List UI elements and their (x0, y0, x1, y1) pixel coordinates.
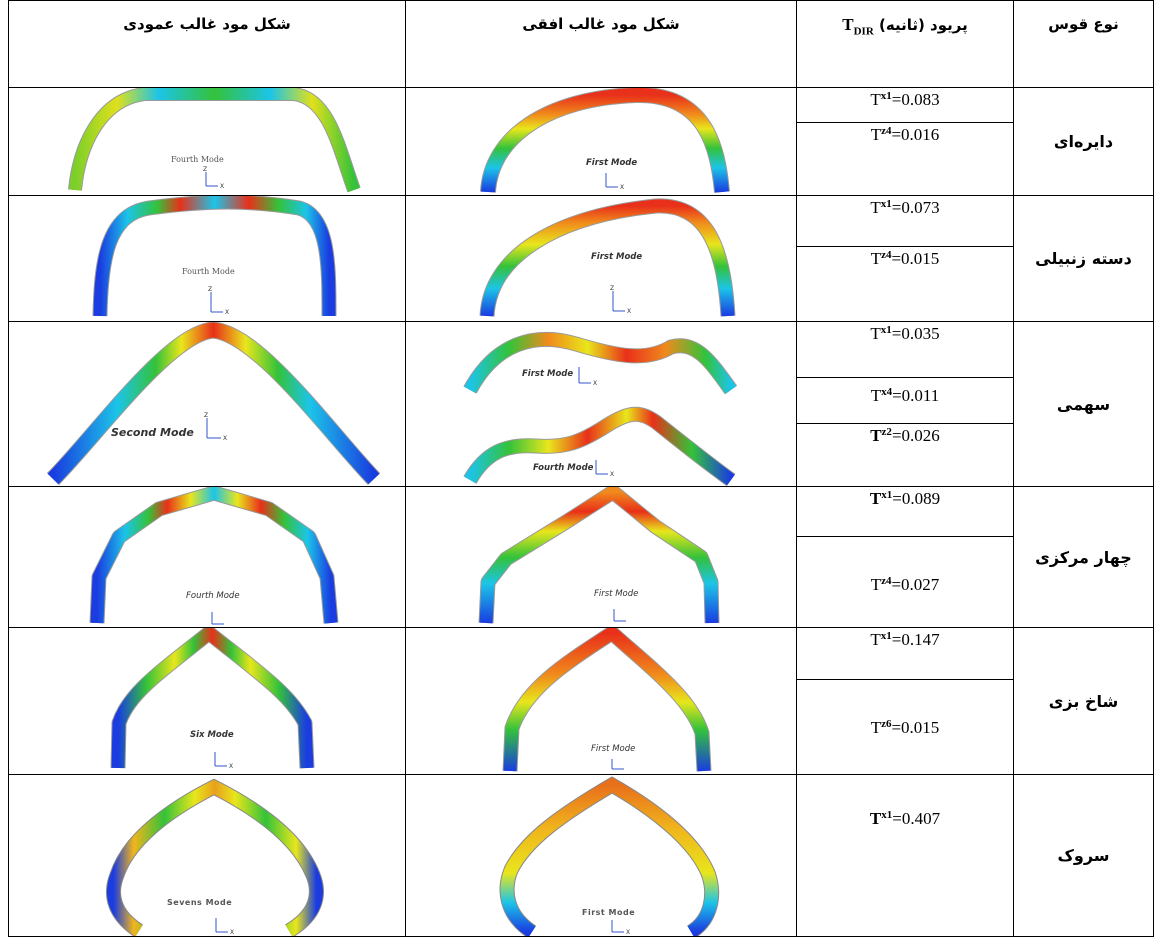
horizontal-mode-cell: First Mode X Fourth Mode X (405, 321, 797, 487)
vertical-mode-shape: Second Mode Z X (46, 322, 381, 485)
mode-label: First Mode (594, 589, 638, 599)
header-arch-type: نوع قوس (1013, 0, 1154, 88)
svg-text:X: X (229, 763, 233, 770)
horizontal-mode-cell: First Mode (405, 627, 797, 775)
svg-text:X: X (620, 184, 624, 191)
mode-label: Second Mode (111, 426, 194, 439)
mode-label: Fourth Mode (533, 463, 594, 473)
vertical-mode-shape: Fourth Mode Z X (92, 196, 337, 317)
svg-text:X: X (220, 183, 224, 190)
horizontal-mode-shape: First Mode X Fourth Mode X (463, 331, 738, 486)
vertical-mode-shape: Fourth Mode (89, 487, 339, 625)
period-label: پریود (ثانیه) (879, 16, 968, 34)
vertical-mode-cell: Fourth Mode (8, 486, 406, 628)
mode-label: Fourth Mode (186, 591, 240, 601)
mode-label: First Mode (522, 369, 573, 379)
horizontal-mode-shape: First Mode (502, 628, 712, 772)
svg-text:X: X (593, 380, 597, 387)
svg-text:X: X (627, 308, 631, 315)
table-row: Second Mode Z X First Mode X Fourth Mode … (8, 321, 1154, 487)
arch-type-name: دسته زنبیلی (1013, 195, 1154, 322)
horizontal-mode-cell: First Mode X (405, 774, 797, 937)
horizontal-mode-shape: First Mode (478, 487, 720, 624)
mode-label: Fourth Mode (182, 267, 235, 276)
vertical-mode-cell: Sevens Mode X (8, 774, 406, 937)
svg-text:Z: Z (203, 166, 207, 173)
vertical-mode-shape: Sevens Mode X (106, 778, 324, 936)
mode-label: Fourth Mode (171, 155, 224, 164)
horizontal-mode-shape: First Mode Z X (479, 198, 736, 317)
vertical-mode-cell: Fourth Mode X Z (8, 87, 406, 196)
horizontal-mode-shape: First Mode X (480, 88, 730, 193)
header-row: شکل مود غالب عمودی شکل مود غالب افقی پری… (8, 0, 1154, 88)
tdir-symbol: TDIR (842, 15, 874, 38)
header-vertical: شکل مود غالب عمودی (8, 0, 406, 88)
svg-text:X: X (223, 435, 227, 442)
mode-shapes-table: شکل مود غالب عمودی شکل مود غالب افقی پری… (8, 0, 1154, 937)
svg-text:X: X (626, 929, 630, 936)
mode-label: First Mode (591, 744, 635, 754)
arch-type-name: دایره‌ای (1013, 87, 1154, 196)
vertical-mode-cell: Fourth Mode Z X (8, 195, 406, 322)
mode-label: First Mode (586, 158, 637, 168)
vertical-mode-cell: Six Mode X (8, 627, 406, 775)
horizontal-mode-shape: First Mode X (499, 776, 720, 936)
header-horizontal: شکل مود غالب افقی (405, 0, 797, 88)
svg-text:Z: Z (208, 286, 212, 293)
svg-text:X: X (610, 471, 614, 478)
mode-label: Six Mode (190, 730, 234, 740)
svg-text:X: X (225, 309, 229, 316)
mode-label: First Mode (591, 252, 642, 262)
svg-text:X: X (230, 929, 234, 936)
vertical-mode-shape: Fourth Mode X Z (68, 88, 361, 193)
horizontal-mode-cell: First Mode (405, 486, 797, 628)
mode-label: First Mode (582, 908, 635, 917)
horizontal-mode-cell: First Mode Z X (405, 195, 797, 322)
vertical-mode-cell: Second Mode Z X (8, 321, 406, 487)
arch-type-name: سهمی (1013, 321, 1154, 487)
arch-type-name: سروک (1013, 774, 1154, 937)
vertical-mode-shape: Six Mode X (110, 628, 315, 770)
arch-type-name: چهار مرکزی (1013, 486, 1154, 628)
header-period: پریود (ثانیه) TDIR (796, 0, 1014, 88)
svg-text:Z: Z (204, 412, 208, 419)
mode-label: Sevens Mode (167, 898, 232, 907)
horizontal-mode-cell: First Mode X (405, 87, 797, 196)
svg-text:Z: Z (610, 285, 614, 292)
arch-type-name: شاخ بزی (1013, 627, 1154, 775)
